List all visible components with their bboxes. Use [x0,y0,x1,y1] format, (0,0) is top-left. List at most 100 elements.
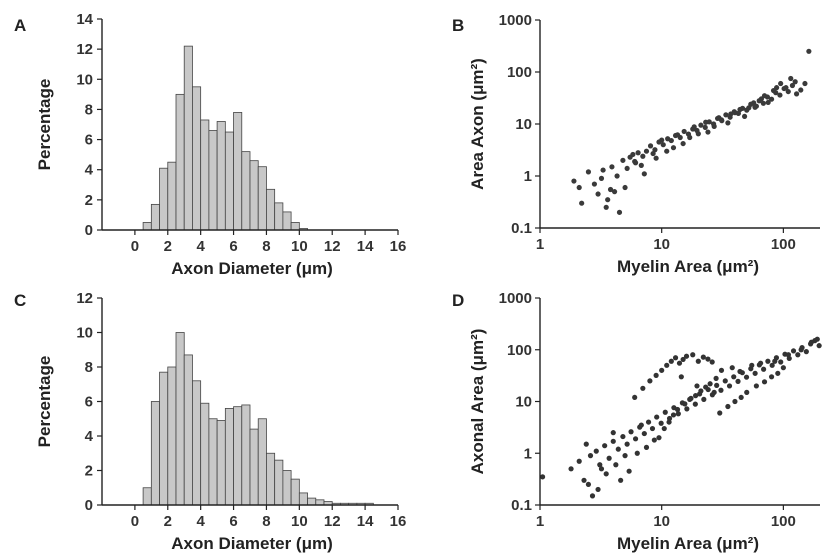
x-tick-label: 4 [196,238,205,255]
x-tick-label: 100 [771,513,796,530]
histogram-bar [290,478,300,506]
scatter-point [620,433,626,440]
x-tick-label: 4 [196,513,205,530]
scatter-point [658,420,664,426]
histogram-bar [307,497,317,506]
y-tick-label: 4 [85,162,94,179]
scatter-point [700,354,706,360]
scatter-point [701,396,707,402]
histogram-bar [315,499,325,506]
scatter-point [705,356,711,362]
y-tick-label: 12 [76,41,93,58]
x-tick-label: 8 [262,513,270,530]
scatter-point [628,429,634,435]
scatter-point [703,384,709,390]
histogram-bar [282,211,292,231]
scatter-point [576,184,582,191]
histogram-bar [224,407,234,506]
scatter-point [664,362,670,368]
scatter-point [752,370,758,376]
scatter-point [672,355,679,361]
scatter-point [760,100,766,106]
histogram-bar [249,428,259,506]
scatter-point [737,106,743,113]
scatter-point [656,435,662,441]
scatter-point [675,411,681,417]
scatter-point [659,137,665,143]
scatter-point [632,436,639,442]
y-tick-label: 2 [85,192,93,209]
scatter-point [761,366,767,372]
x-tick-label: 14 [357,513,374,530]
scatter-point [691,124,697,130]
scatter-point [785,88,791,95]
y-axis-label: Axonal Area (μm²) [468,329,487,475]
scatter-point [788,75,794,82]
histogram-bar [290,222,300,231]
scatter-point [670,412,677,418]
scatter-point [611,189,618,195]
panel-letter: C [14,291,26,310]
panel-a: A 0 2 4 6 8 10 12 14 0 2 4 6 8 10 12 14 16 Axon Diameter (… [14,11,406,278]
scatter-point [624,441,630,447]
histogram-bar [192,86,202,231]
scatter-point [738,394,744,401]
scatter-point [778,80,784,87]
histogram-bar [274,459,284,506]
scatter-point [683,353,690,359]
scatter-point [680,140,686,147]
scatter-point [783,85,789,91]
scatter-point [758,96,765,102]
x-tick-label: 16 [390,513,407,530]
scatter-point [780,365,786,371]
x-tick-label: 12 [324,513,341,530]
scatter-point [668,137,674,144]
histogram-bar [233,112,243,231]
y-tick-label: 0.1 [511,497,532,514]
scatter-point [690,352,696,358]
scatter-point [680,356,686,363]
histogram-bar [150,401,160,506]
y-tick-label: 6 [85,394,93,411]
x-tick-label: 14 [357,238,374,255]
scatter-point [753,383,759,389]
scatter-point [674,132,681,138]
scatter-point [722,378,728,384]
scatter-point [640,153,646,159]
scatter-point [681,128,687,135]
scatter-point [634,450,640,456]
scatter-point [622,184,628,191]
scatter-point [595,486,601,493]
x-tick-label: 6 [229,238,237,255]
scatter-point [718,387,724,393]
scatter-point [765,358,771,364]
scatter-point [583,441,589,447]
scatter-point [702,124,708,131]
histogram-bar [282,470,292,506]
panel-letter: A [14,16,26,35]
scatter-point [695,358,701,364]
y-tick-label: 0.1 [511,220,532,237]
x-tick-label: 10 [653,513,670,530]
y-tick-label: 0 [85,497,93,514]
x-axis-label: Axon Diameter (μm) [171,534,333,553]
x-tick-label: 6 [229,513,237,530]
histogram-bar [183,45,193,231]
scatter-point [806,48,812,54]
scatter-point [650,150,656,157]
scatter-point [602,443,608,449]
histogram-bar [159,167,169,231]
scatter-point [775,370,781,376]
scatter-point [581,477,587,483]
scatter-point [598,466,605,472]
scatter-point [620,157,626,163]
x-tick-label: 1 [536,236,544,253]
scatter-point [732,110,738,116]
scatter-point [585,481,592,488]
histogram-bar [224,131,234,231]
scatter-point [654,414,660,420]
histogram-bar [142,222,152,231]
scatter-point [674,406,681,413]
scatter-point [635,150,641,156]
scatter-point [676,360,683,366]
